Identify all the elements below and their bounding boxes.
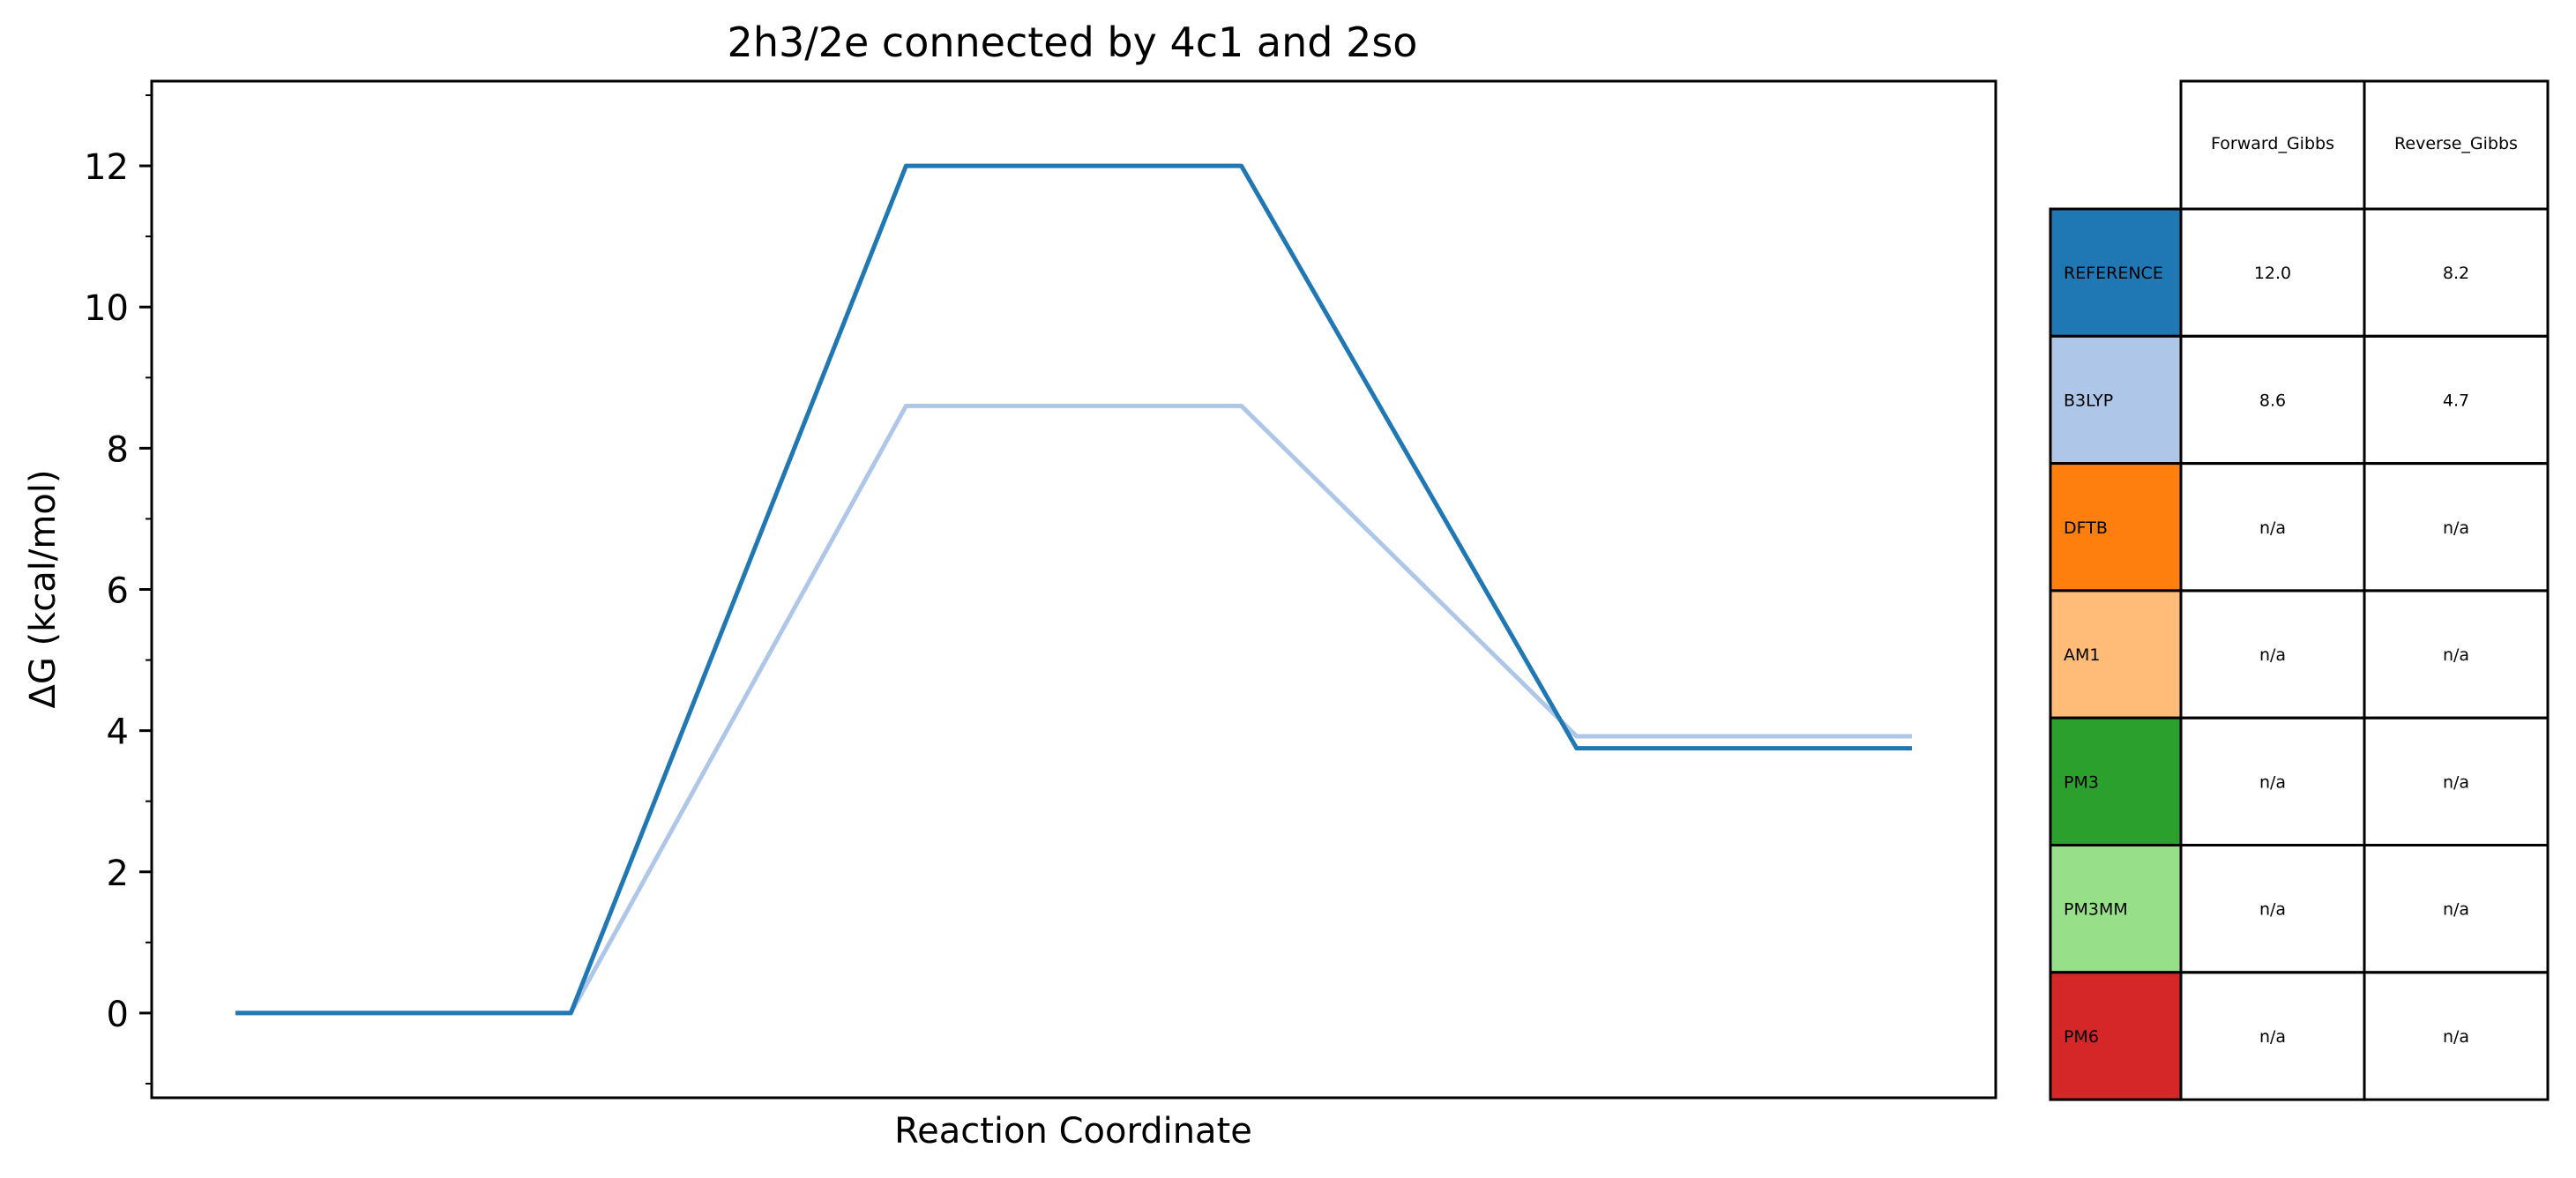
forward-gibbs-value: n/a	[2259, 518, 2286, 538]
y-tick-label: 6	[107, 571, 129, 612]
reverse-gibbs-value: n/a	[2443, 1027, 2469, 1047]
forward-gibbs-value: n/a	[2259, 645, 2286, 665]
y-axis-ticks: 0 2 4 6 8 10 12	[84, 94, 152, 1085]
row-label: AM1	[2064, 645, 2100, 665]
row-label: PM3	[2064, 772, 2099, 792]
forward-gibbs-value: n/a	[2259, 772, 2286, 792]
forward-gibbs-value: 8.6	[2259, 391, 2286, 410]
plot-frame	[150, 79, 1997, 1100]
plot-area: 0 2 4 6 8 10 12	[84, 79, 1997, 1100]
series-layer	[235, 163, 1912, 1016]
row-label: REFERENCE	[2064, 264, 2163, 283]
chart-title: 2h3/2e connected by 4c1 and 2so	[728, 19, 1418, 66]
series-line-reference	[235, 163, 1912, 1016]
reverse-gibbs-value: n/a	[2443, 772, 2469, 792]
row-label-cell	[2049, 207, 2183, 338]
table-cells: REFERENCE 12.0 8.2 B3LYP 8.6 4.7 DFTB n/a n/a AM1…	[2049, 79, 2550, 1101]
row-label: PM6	[2064, 1027, 2099, 1047]
reverse-gibbs-value: n/a	[2443, 900, 2469, 920]
y-tick-label: 0	[107, 995, 129, 1035]
column-header-forward: Forward_Gibbs	[2211, 134, 2334, 153]
row-label-cell	[2049, 971, 2183, 1101]
y-tick-label: 4	[107, 712, 129, 753]
row-label: B3LYP	[2064, 391, 2113, 410]
y-tick-label: 10	[84, 288, 129, 329]
y-tick-label: 8	[107, 429, 129, 470]
reverse-cell	[2363, 971, 2550, 1101]
forward-gibbs-value: 12.0	[2254, 264, 2291, 283]
reverse-gibbs-value: n/a	[2443, 518, 2469, 538]
results-table: REFERENCE 12.0 8.2 B3LYP 8.6 4.7 DFTB n/a n/a AM1…	[2049, 79, 2550, 1101]
y-tick-label: 12	[84, 147, 129, 188]
reverse-gibbs-value: 8.2	[2443, 264, 2469, 283]
reverse-gibbs-value: 4.7	[2443, 391, 2469, 410]
x-axis-label: Reaction Coordinate	[894, 1111, 1252, 1152]
y-axis-label: ΔG (kcal/mol)	[23, 469, 63, 708]
forward-gibbs-value: n/a	[2259, 1027, 2286, 1047]
column-header-reverse: Reverse_Gibbs	[2394, 134, 2518, 153]
row-label-cell	[2049, 844, 2183, 974]
y-tick-label: 2	[107, 854, 129, 894]
row-label: PM3MM	[2064, 900, 2128, 920]
row-label-cell	[2049, 589, 2183, 719]
row-label: DFTB	[2064, 518, 2108, 538]
forward-gibbs-value: n/a	[2259, 900, 2286, 920]
reverse-gibbs-value: n/a	[2443, 645, 2469, 665]
